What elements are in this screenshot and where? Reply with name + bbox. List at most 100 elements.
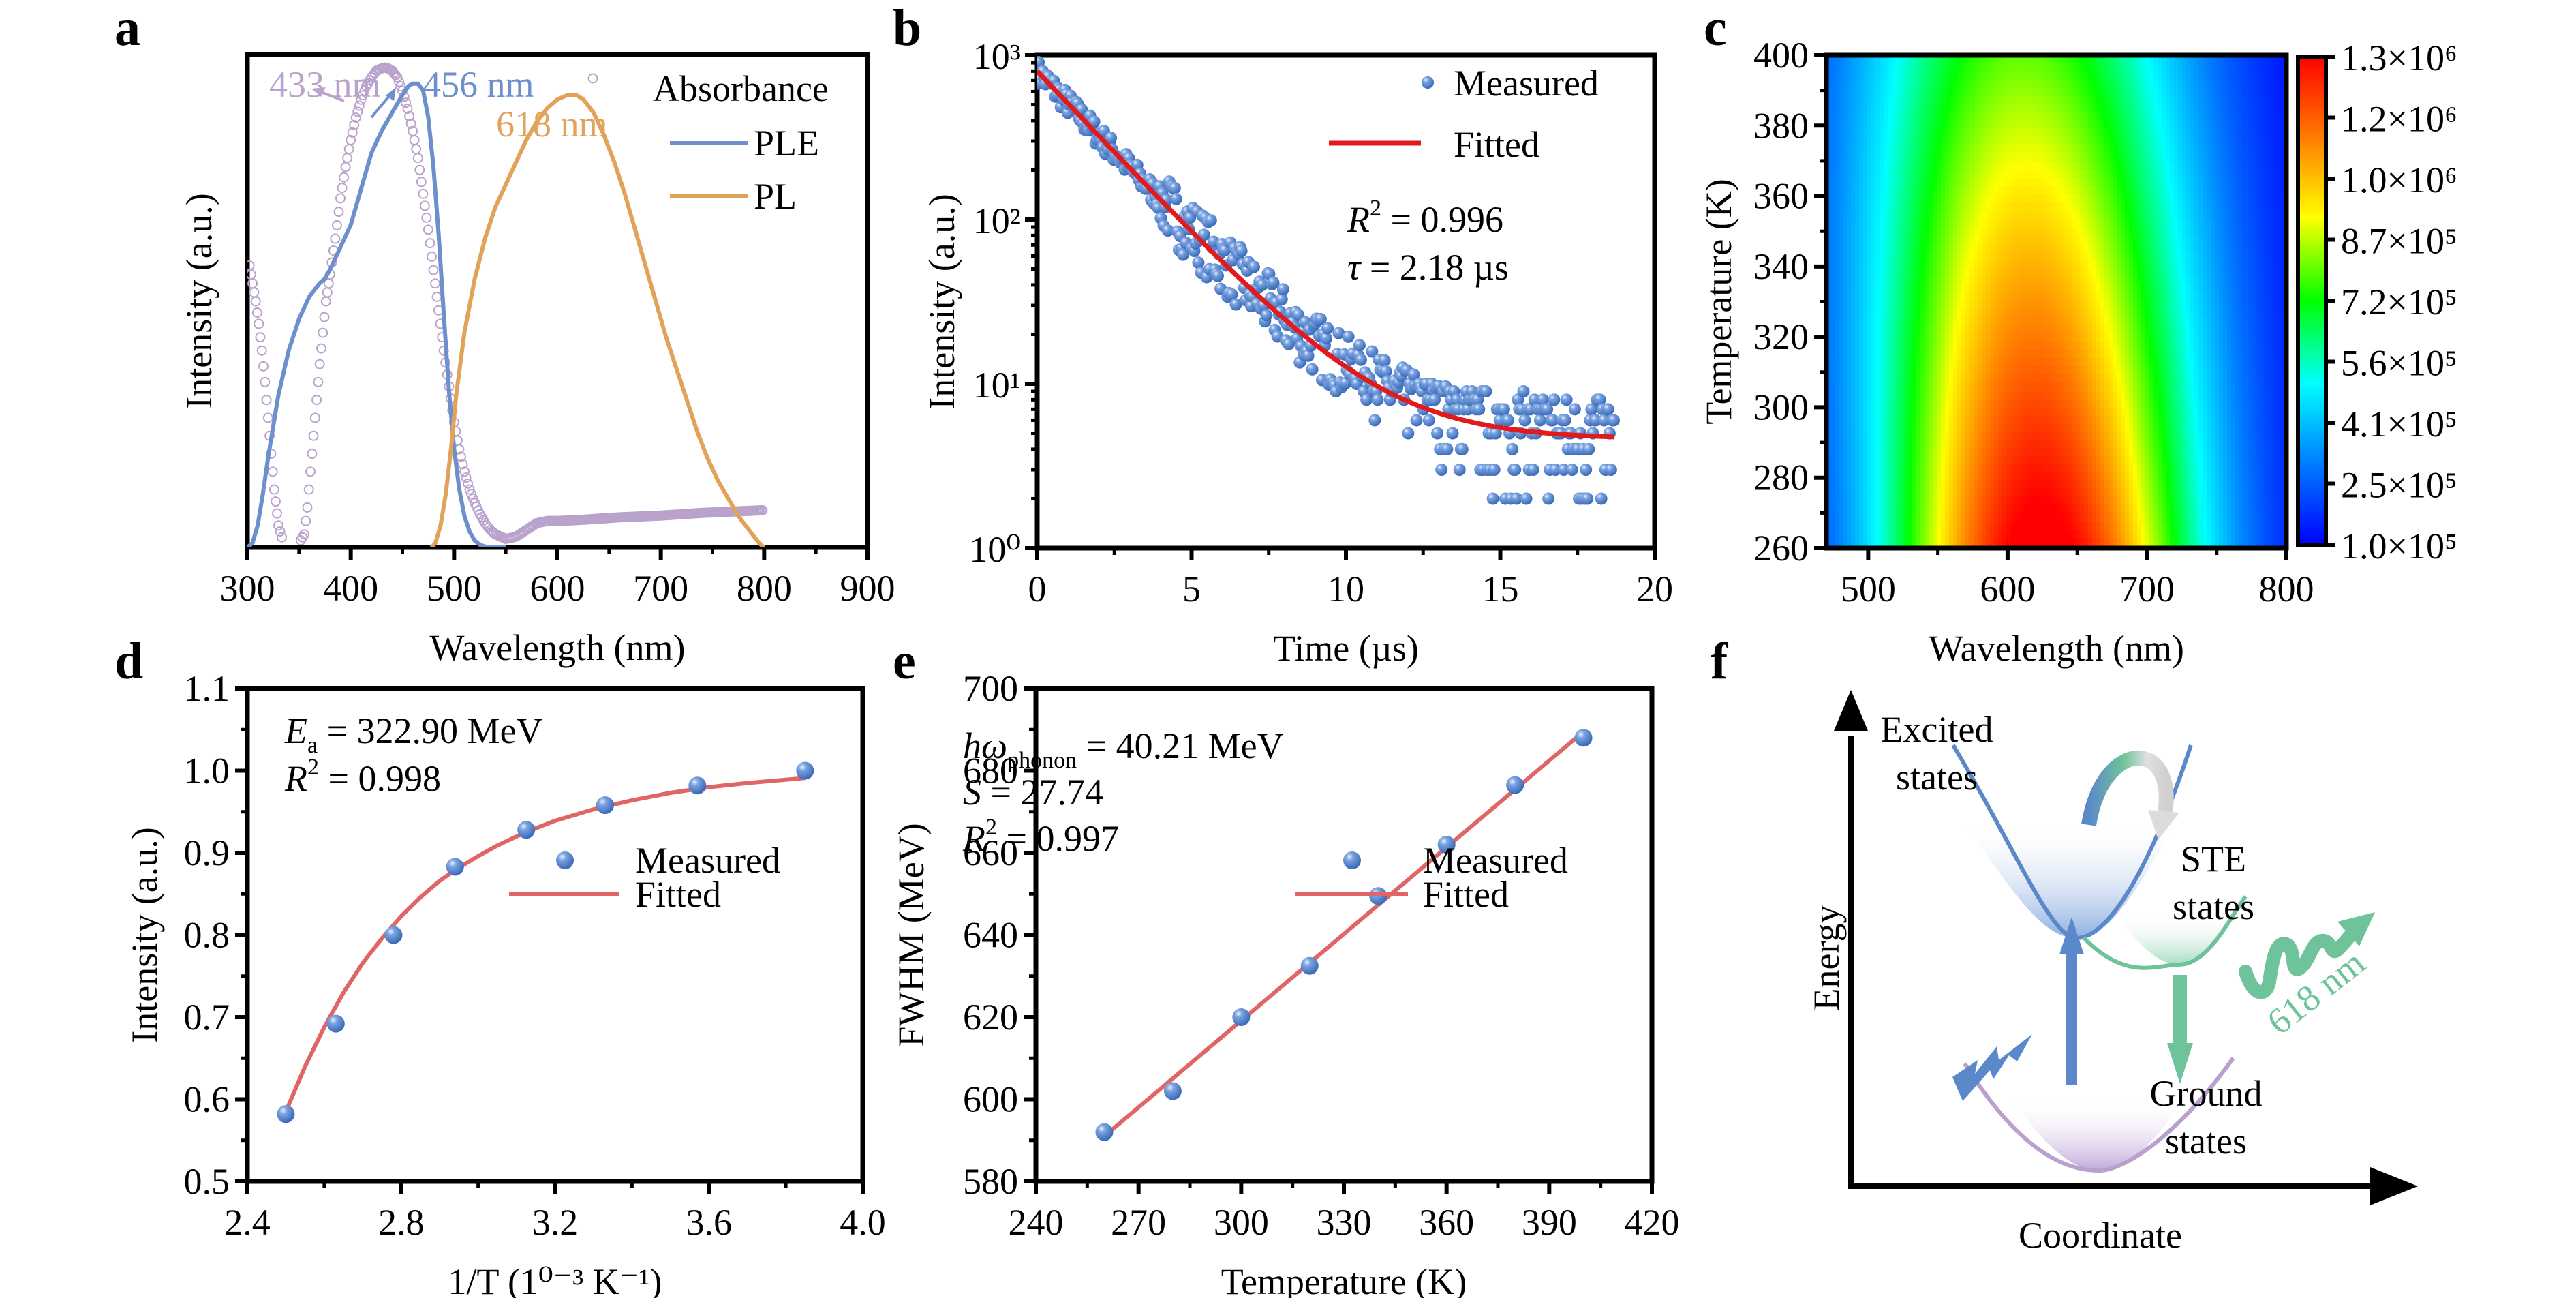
heatmap-cell [2125,276,2130,285]
heatmap-cell [2256,260,2260,269]
heatmap-cell [2166,276,2171,285]
heatmap-cell [1998,96,2003,105]
heatmap-cell [2092,178,2097,187]
heatmap-cell [2198,301,2203,310]
heatmap-cell [1974,55,1978,64]
heatmap-cell [2100,227,2105,236]
heatmap-cell [2059,342,2064,350]
heatmap-cell [2219,96,2224,105]
heatmap-cell [1863,301,1868,310]
heatmap-cell [2149,96,2154,105]
heatmap-cell [1969,317,1974,326]
heatmap-cell [2121,121,2126,130]
x-tick-label: 300 [220,568,275,609]
heatmap-cell [1961,211,1966,220]
heatmap-cell [2170,235,2175,244]
heatmap-cell [2014,268,2019,277]
heatmap-cell [2219,88,2224,97]
heatmap-cell [2076,178,2081,187]
heatmap-cell [2117,342,2121,350]
x-tick-label: 900 [840,568,895,609]
heatmap-cell [1863,80,1868,89]
heatmap-cell [2096,219,2101,228]
measured-point [1177,248,1190,261]
heatmap-cell [2166,202,2171,211]
annotation-456nm: 456 nm [423,64,534,105]
heatmap-cell [1953,333,1958,342]
heatmap-cell [2272,104,2277,113]
heatmap-cell [1990,211,1995,220]
heatmap-cell [1949,292,1954,301]
heatmap-cell [2141,194,2146,203]
heatmap-cell [1884,333,1888,342]
absorbance-point [393,76,404,87]
heatmap-cell [2194,162,2199,170]
heatmap-cell [2043,350,2048,359]
heatmap-cell [1847,243,1852,252]
heatmap-cell [1892,121,1897,130]
heatmap-cell [1937,145,1942,154]
heatmap-cell [2190,112,2195,121]
heatmap-cell [2141,186,2146,195]
heatmap-cell [2100,162,2105,170]
heatmap-cell [2043,342,2048,350]
heatmap-cell [2166,292,2171,301]
heatmap-cell [2100,235,2105,244]
heatmap-cell [1986,112,1991,121]
legend-ple-label: PLE [754,123,819,164]
heatmap-cell [2117,153,2121,162]
heatmap-cell [2019,211,2023,220]
heatmap-cell [2064,333,2068,342]
heatmap-cell [2055,121,2060,130]
measured-point [1441,442,1454,455]
heatmap-cell [2109,137,2113,146]
heatmap-cell [1884,112,1888,121]
heatmap-cell [1957,137,1962,146]
heatmap-cell [1896,178,1901,187]
heatmap-cell [2137,186,2142,195]
heatmap-cell [2178,202,2183,211]
heatmap-cell [2104,63,2109,72]
heatmap-cell [2043,55,2048,64]
heatmap-cell [1949,129,1954,138]
heatmap-cell [1929,219,1933,228]
heatmap-cell [1880,219,1884,228]
heatmap-cell [2211,63,2215,72]
heatmap-cell [1900,317,1905,326]
heatmap-cell [2252,292,2256,301]
heatmap-cell [2023,301,2027,310]
heatmap-cell [1916,194,1921,203]
heatmap-cell [2010,129,2015,138]
heatmap-cell [2219,309,2224,318]
absorbance-point [249,287,260,298]
heatmap-cell [2006,309,2011,318]
heatmap-cell [2055,129,2060,138]
absorbance-point [269,484,279,495]
heatmap-cell [1875,55,1880,64]
heatmap-cell [1863,260,1868,269]
heatmap-cell [1904,121,1909,130]
heatmap-cell [2080,194,2085,203]
heatmap-cell [2096,252,2101,260]
heatmap-cell [2104,104,2109,113]
heatmap-cell [2256,80,2260,89]
heatmap-cell [2096,276,2101,285]
measured-point [1593,393,1606,406]
heatmap-cell [2019,121,2023,130]
heatmap-cell [1925,121,1929,130]
heatmap-cell [2166,80,2171,89]
heatmap-cell [1937,342,1942,350]
heatmap-cell [2084,342,2089,350]
heatmap-cell [2190,55,2195,64]
heatmap-cell [2047,170,2052,179]
heatmap-cell [2059,325,2064,334]
heatmap-cell [2174,72,2179,80]
heatmap-cell [2084,72,2089,80]
heatmap-cell [1871,350,1876,359]
heatmap-cell [2064,170,2068,179]
heatmap-cell [2158,301,2162,310]
heatmap-cell [2023,96,2027,105]
x-tick-label: 0 [1028,569,1047,609]
heatmap-cell [1969,178,1974,187]
heatmap-cell [2203,317,2207,326]
